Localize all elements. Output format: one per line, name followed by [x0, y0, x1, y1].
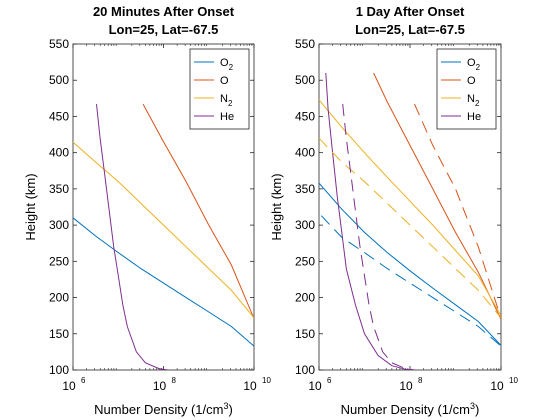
panel0-legend-label-sub-0: 2	[229, 63, 234, 72]
panel0-legend-label-sub-2: 2	[228, 99, 233, 108]
panel1-y-tick-label-7: 450	[295, 109, 315, 123]
panel1-y-tick-label-2: 200	[295, 291, 315, 305]
panel1-y-tick-label-1: 150	[295, 327, 315, 341]
panel1-y-tick-label-3: 250	[295, 254, 315, 268]
panel1-legend-label-sub-2: 2	[475, 99, 480, 108]
panel1-x-tick-label-1: 10	[399, 379, 413, 393]
panel0-x-tick-label-0: 10	[62, 379, 76, 393]
panel1-series-line-6-n2-dashed	[319, 137, 501, 319]
panel1-x-tick-label-2: 10	[490, 379, 504, 393]
panel0-series-group	[73, 103, 254, 370]
panel1-series-line-1-o	[373, 72, 501, 320]
panel1-x-tick-label-0: 10	[308, 379, 322, 393]
panel0-series-line-2-n2	[73, 141, 254, 319]
panel0-y-tick-label-4: 300	[49, 218, 69, 232]
panel1-y-tick-label-4: 300	[295, 218, 315, 232]
left-panel: 10 6 10 8 10 10 100 150 200 250 300 350 400 450 500 550…	[23, 4, 271, 417]
panel1-legend-label-3: He	[467, 111, 481, 123]
panel0-title-line-2: Lon=25, Lat=-67.5	[109, 22, 219, 37]
panel1-y-tick-label-0: 100	[295, 363, 315, 377]
panel0-series-line-3-he	[96, 104, 169, 370]
panel0-x-axis-label: Number Density (1/cm3)	[94, 401, 233, 417]
panel0-x-tick-exp-1: 8	[172, 376, 177, 385]
panel0-y-tick-label-0: 100	[49, 363, 69, 377]
panel0-legend: O 2ON 2He	[189, 48, 250, 130]
panel1-legend-label-1: O	[467, 75, 476, 87]
panel1-x-tick-exp-0: 6	[327, 376, 332, 385]
panel0-x-tick-exp-2: 10	[262, 376, 271, 385]
panel1-series-line-4-o2-dashed	[320, 215, 501, 347]
panel0-x-axis-label-main: Number Density (1/cm	[94, 402, 223, 417]
panel0-legend-label-1: O	[220, 75, 229, 87]
panel0-legend-label-0: O	[220, 57, 229, 69]
panel1-series-group	[319, 72, 501, 370]
panel1-y-tick-label-9: 550	[295, 37, 315, 51]
panel1-legend-label-0: O	[467, 57, 476, 69]
panel1-legend-label-2: N	[467, 93, 475, 105]
panel1-x-axis-label-end: )	[475, 402, 479, 417]
panel1-series-line-3-he	[325, 72, 415, 370]
panel1-x-tick-exp-2: 10	[509, 376, 518, 385]
panel0-series-line-0-o2	[73, 217, 254, 347]
panel1-x-axis-label-sup: 3	[470, 401, 475, 411]
panel0-y-tick-label-2: 200	[49, 291, 69, 305]
panel1-legend: O 2ON 2He	[436, 48, 497, 130]
panel0-legend-label-2: N	[220, 93, 228, 105]
panel0-title-line-1: 20 Minutes After Onset	[93, 4, 235, 19]
panel0-x-tick-label-2: 10	[243, 379, 257, 393]
panel1-y-tick-label-6: 400	[295, 146, 315, 160]
panel1-series-line-5-o-dashed	[414, 103, 501, 319]
panel1-y-tick-label-8: 500	[295, 73, 315, 87]
panel0-y-tick-label-6: 400	[49, 146, 69, 160]
panel0-x-tick-exp-0: 6	[81, 376, 86, 385]
panel1-series-line-7-he-dashed	[342, 104, 415, 370]
panel0-x-tick-label-1: 10	[153, 379, 167, 393]
panel0-y-tick-label-7: 450	[49, 109, 69, 123]
panel1-title-line-2: Lon=25, Lat=-67.5	[355, 22, 465, 37]
panel0-y-tick-label-1: 150	[49, 327, 69, 341]
panel1-y-axis-label: Height (km)	[269, 173, 284, 240]
panel0-series-line-1-o	[142, 103, 254, 319]
panel1-y-tick-label-5: 350	[295, 182, 315, 196]
panel0-y-tick-label-3: 250	[49, 254, 69, 268]
panel0-y-tick-label-9: 550	[49, 37, 69, 51]
panel1-series-line-2-n2	[319, 99, 501, 316]
panel0-x-axis-label-end: )	[228, 402, 232, 417]
panel1-x-axis-label-main: Number Density (1/cm	[341, 402, 470, 417]
panel1-series-line-0-o2	[319, 182, 501, 346]
panel0-legend-label-3: He	[220, 111, 234, 123]
panel0-y-tick-label-8: 500	[49, 73, 69, 87]
panel1-x-axis-label: Number Density (1/cm3)	[341, 401, 480, 417]
panel0-y-axis-label: Height (km)	[23, 173, 38, 240]
panel1-x-tick-exp-1: 8	[418, 376, 423, 385]
panel1-legend-label-sub-0: 2	[476, 63, 481, 72]
panel1-title-line-1: 1 Day After Onset	[356, 4, 465, 19]
panel0-x-axis-label-sup: 3	[223, 401, 228, 411]
right-panel: 10 6 10 8 10 10 100 150 200 250 300 350 400 450 500 550…	[269, 4, 518, 417]
panel0-y-tick-label-5: 350	[49, 182, 69, 196]
